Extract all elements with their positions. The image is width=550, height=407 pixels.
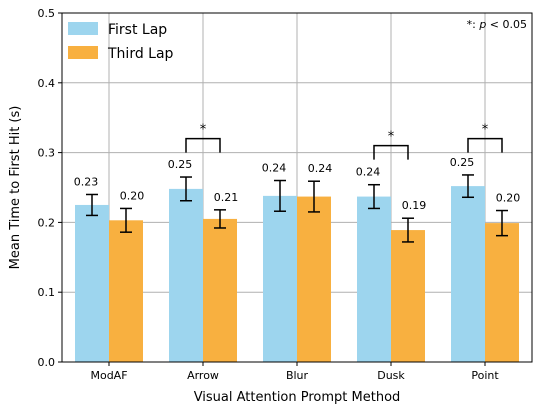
significance-star: * xyxy=(482,123,489,138)
significance-bracket xyxy=(467,137,503,153)
note-suffix: < 0.05 xyxy=(486,18,527,31)
data-label: 0.25 xyxy=(168,158,193,171)
x-axis-title: Visual Attention Prompt Method xyxy=(194,390,401,405)
data-labels: 0.23 0.25 0.24 0.24 0.25 0.20 0.21 0.24 0.19 0.20 xyxy=(74,156,521,212)
y-tick-label: 0.0 xyxy=(38,356,56,369)
bar-third-lap-dusk xyxy=(391,230,425,362)
data-label: 0.23 xyxy=(74,175,99,188)
bar-third-lap-modaf xyxy=(109,220,143,362)
y-tick-label: 0.5 xyxy=(38,7,56,20)
x-tick-label: Blur xyxy=(286,369,309,382)
bar-third-lap-arrow xyxy=(203,218,237,362)
bar-first-lap-dusk xyxy=(357,196,391,362)
data-label: 0.19 xyxy=(402,199,427,212)
legend-label-first-lap: First Lap xyxy=(108,22,167,38)
bar-first-lap-arrow xyxy=(169,188,203,362)
significance-star: * xyxy=(200,123,207,138)
significance-note: *: p < 0.05 xyxy=(467,18,527,31)
significance-star: * xyxy=(388,130,395,145)
bars xyxy=(75,186,519,362)
bar-third-lap-blur xyxy=(297,196,331,362)
y-axis-title: Mean Time to First Hit (s) xyxy=(8,106,23,270)
legend-swatch-first-lap xyxy=(68,22,98,35)
y-tick-label: 0.1 xyxy=(38,286,56,299)
data-label: 0.20 xyxy=(496,192,521,205)
x-tick-label: Point xyxy=(471,369,499,382)
data-label: 0.25 xyxy=(450,156,475,169)
y-axis-ticks: 0.0 0.1 0.2 0.3 0.4 0.5 xyxy=(38,7,62,369)
error-bars xyxy=(86,174,508,243)
y-tick-label: 0.3 xyxy=(38,147,56,160)
data-label: 0.21 xyxy=(214,191,239,204)
significance-bracket xyxy=(185,137,221,153)
bar-first-lap-point xyxy=(451,186,485,362)
x-tick-label: ModAF xyxy=(90,369,127,382)
bar-third-lap-point xyxy=(485,223,519,362)
x-tick-label: Dusk xyxy=(377,369,405,382)
bar-first-lap-blur xyxy=(263,195,297,362)
data-label: 0.24 xyxy=(308,162,333,175)
x-tick-label: Arrow xyxy=(187,369,219,382)
legend-label-third-lap: Third Lap xyxy=(107,46,174,62)
legend: First Lap Third Lap xyxy=(68,22,174,62)
note-prefix: *: xyxy=(467,18,480,31)
y-tick-label: 0.4 xyxy=(38,77,56,90)
significance-brackets: * * * xyxy=(185,123,503,160)
data-label: 0.24 xyxy=(262,162,287,175)
data-label: 0.24 xyxy=(356,166,381,179)
y-tick-label: 0.2 xyxy=(38,216,56,229)
note-p: p xyxy=(478,18,486,31)
data-label: 0.20 xyxy=(120,189,145,202)
significance-bracket xyxy=(373,144,409,160)
legend-swatch-third-lap xyxy=(68,46,98,59)
x-axis-ticks: ModAF Arrow Blur Dusk Point xyxy=(90,362,499,382)
bar-first-lap-modaf xyxy=(75,204,109,362)
